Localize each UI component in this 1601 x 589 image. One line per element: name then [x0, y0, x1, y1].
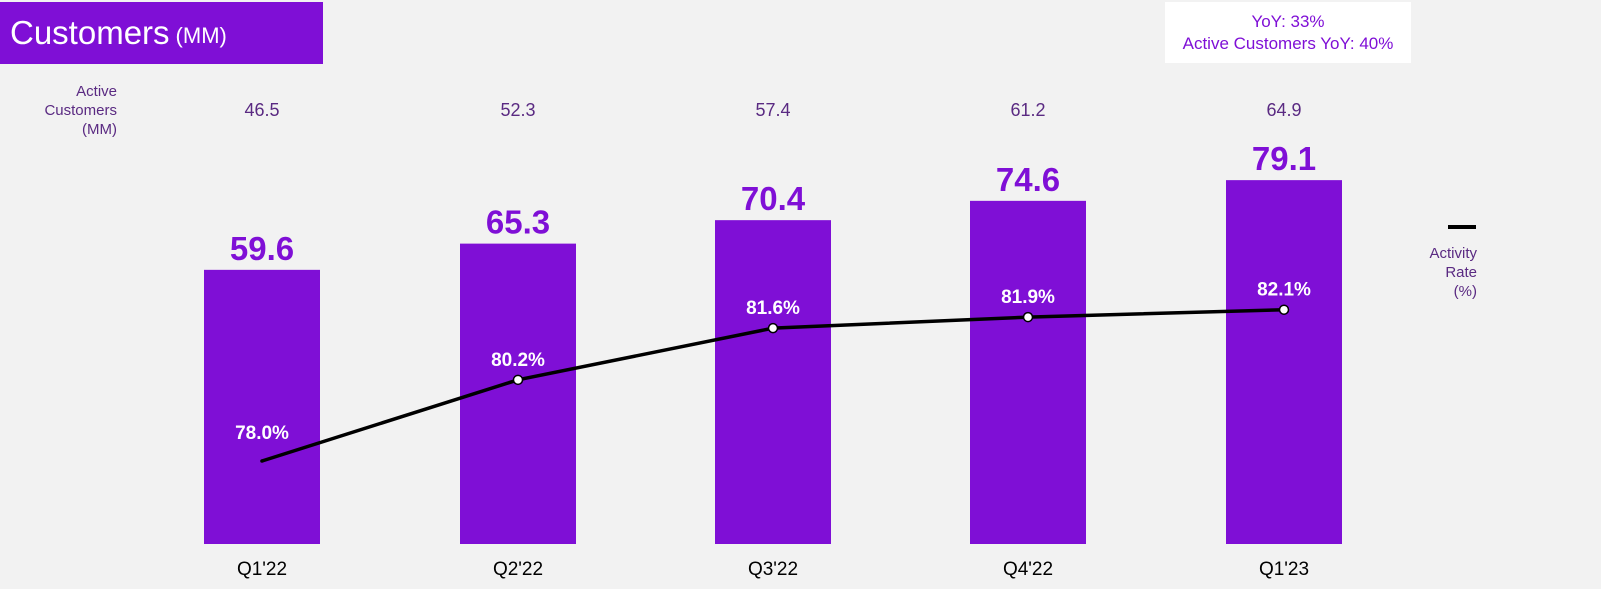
yoy-line-1: YoY: 33%	[1251, 12, 1325, 31]
activity-rate-legend-swatch	[1448, 225, 1476, 229]
active-customers-value-1: 52.3	[500, 100, 535, 120]
activity-rate-point-0	[260, 459, 264, 463]
bar-4	[1226, 180, 1342, 544]
activity-rate-label-2: 81.6%	[746, 298, 800, 319]
bar-0	[204, 269, 320, 544]
activity-rate-point-1	[512, 374, 524, 386]
chart-title-unit: (MM)	[175, 23, 227, 48]
activity-rate-point-4	[1278, 304, 1290, 315]
bar-value-label-3: 74.6	[996, 161, 1060, 198]
bar-value-label-0: 59.6	[230, 230, 294, 267]
chart-title-box: Customers (MM)	[0, 2, 323, 64]
active-customers-value-0: 46.5	[244, 100, 279, 120]
x-tick-label-0: Q1'22	[237, 559, 287, 580]
activity-rate-point-2	[767, 322, 779, 334]
activity-rate-legend-label: Activity Rate (%)	[1400, 244, 1477, 301]
x-tick-label-4: Q1'23	[1259, 559, 1309, 580]
activity-rate-label-3: 81.9%	[1001, 287, 1055, 308]
activity-rate-label-1: 80.2%	[491, 350, 545, 371]
active-customers-value-3: 61.2	[1010, 100, 1045, 120]
x-tick-label-1: Q2'22	[493, 559, 543, 580]
legend-label-line-2: Rate	[1445, 264, 1477, 281]
bar-value-label-4: 79.1	[1252, 140, 1316, 177]
activity-rate-point-3	[1022, 311, 1034, 323]
activity-rate-label-4: 82.1%	[1257, 280, 1311, 301]
active-label-line-3: (MM)	[82, 121, 117, 138]
legend-label-line-3: (%)	[1453, 283, 1477, 300]
bar-value-label-1: 65.3	[486, 204, 550, 241]
bar-value-label-2: 70.4	[741, 180, 806, 217]
yoy-callout: YoY: 33% Active Customers YoY: 40%	[1165, 2, 1411, 63]
active-label-line-2: Customers	[44, 102, 117, 119]
bar-2	[715, 220, 831, 544]
activity-rate-label-0: 78.0%	[235, 423, 289, 444]
bar-3	[970, 200, 1086, 544]
x-tick-label-2: Q3'22	[748, 559, 798, 580]
yoy-line-2: Active Customers YoY: 40%	[1182, 34, 1394, 53]
active-label-line-1: Active	[76, 83, 117, 100]
x-tick-label-3: Q4'22	[1003, 559, 1053, 580]
active-customers-value-4: 64.9	[1266, 100, 1301, 120]
legend-label-line-1: Activity	[1429, 245, 1477, 262]
active-customers-value-2: 57.4	[755, 100, 790, 120]
chart-title: Customers	[10, 14, 170, 51]
active-customers-row-label: Active Customers (MM)	[20, 82, 117, 139]
